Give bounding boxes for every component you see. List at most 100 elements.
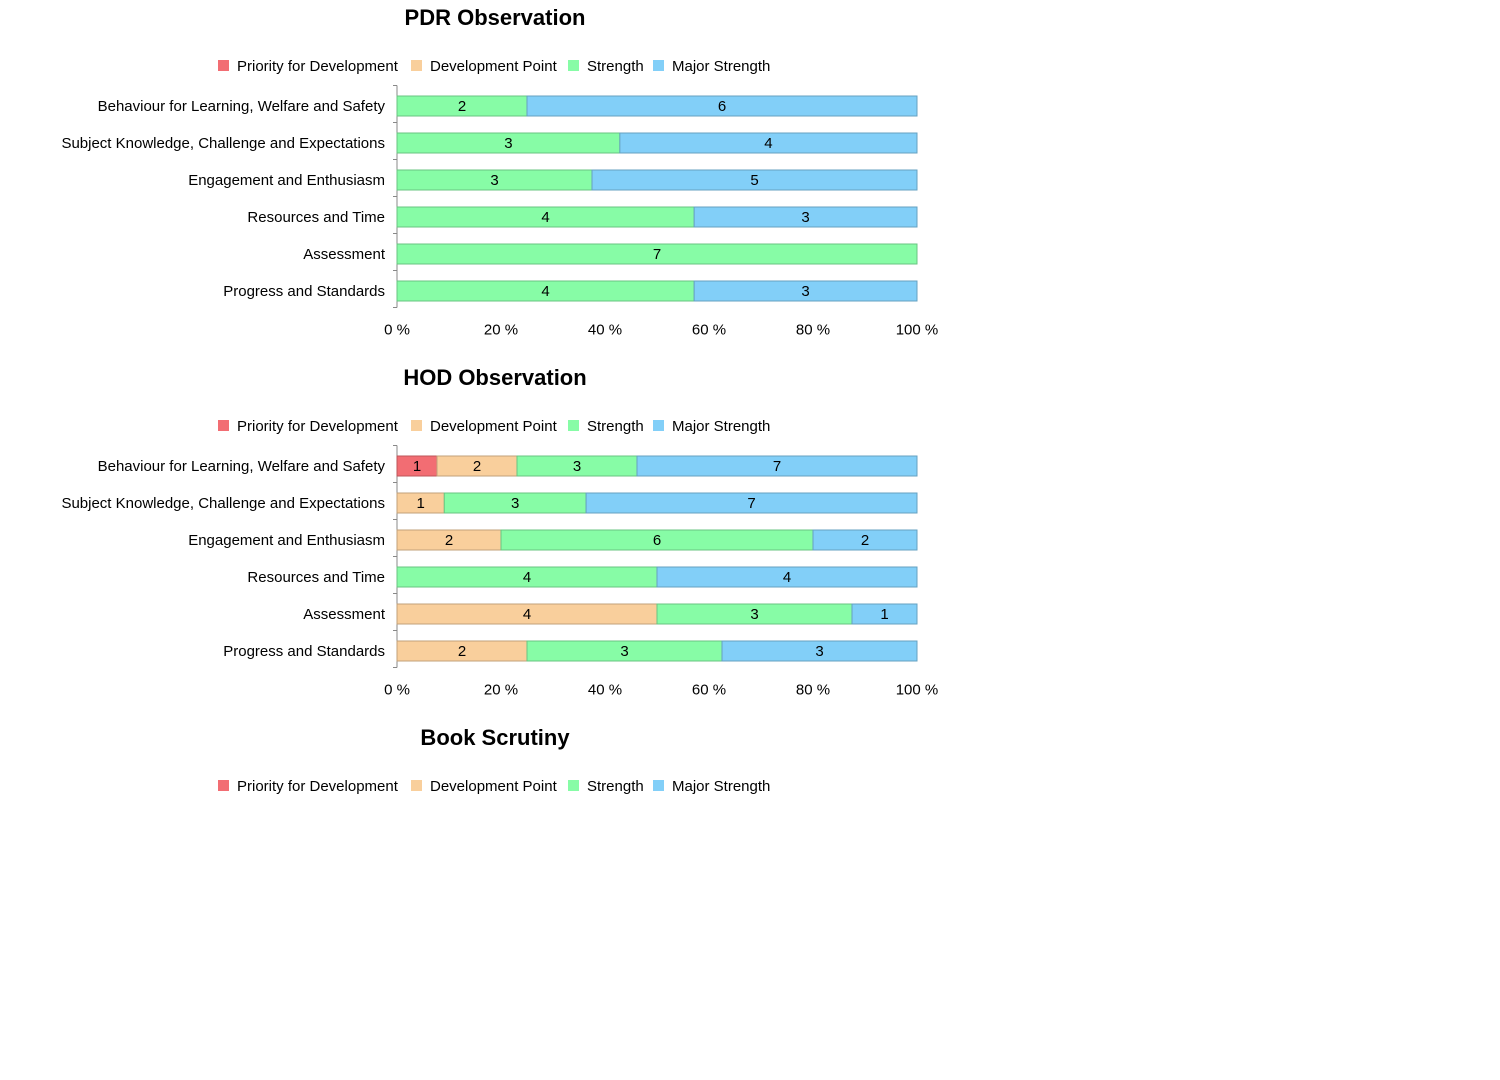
chart-title: Book Scrutiny (420, 725, 570, 750)
x-tick-label: 20 % (484, 322, 518, 339)
data-label: 4 (764, 135, 772, 152)
legend-label: Development Point (430, 58, 558, 75)
category-label: Assessment (303, 246, 386, 263)
chart-title: HOD Observation (403, 365, 587, 390)
chart-3: Book Scrutiny Priority for Development Dev… (0, 720, 1000, 1080)
category-label: Progress and Standards (223, 283, 385, 300)
x-tick-label: 0 % (384, 322, 410, 339)
legend-swatch (653, 780, 664, 791)
bar-segment[interactable] (693, 280, 918, 302)
data-label: 3 (801, 283, 809, 300)
bar-segment[interactable] (812, 529, 918, 551)
category-label: Assessment (303, 606, 386, 623)
bar-segment[interactable] (591, 169, 918, 191)
legend-item[interactable]: Major Strength (653, 778, 770, 795)
legend-label: Priority for Development (237, 58, 399, 75)
category-label: Behaviour for Learning, Welfare and Safe… (98, 458, 386, 475)
legend-label: Development Point (430, 778, 558, 795)
data-label: 7 (747, 495, 755, 512)
legend-label: Major Strength (672, 58, 770, 75)
x-tick-label: 100 % (896, 322, 939, 339)
data-label: 3 (573, 458, 581, 475)
bar-segment[interactable] (851, 603, 918, 625)
legend: Priority for Development Development Poin… (218, 778, 770, 795)
data-label: 7 (653, 246, 661, 263)
data-label: 1 (413, 458, 421, 475)
category-label: Engagement and Enthusiasm (188, 172, 385, 189)
data-label: 3 (490, 172, 498, 189)
x-tick-label: 40 % (588, 682, 622, 699)
data-label: 3 (511, 495, 519, 512)
legend-label: Strength (587, 778, 644, 795)
x-tick-label: 80 % (796, 682, 830, 699)
x-tick-label: 100 % (896, 682, 939, 699)
category-label: Progress and Standards (223, 643, 385, 660)
data-label: 6 (653, 532, 661, 549)
data-label: 3 (504, 135, 512, 152)
data-label: 1 (880, 606, 888, 623)
legend-swatch (568, 420, 579, 431)
x-tick-label: 60 % (692, 682, 726, 699)
legend-swatch (411, 60, 422, 71)
data-label: 2 (473, 458, 481, 475)
legend-item[interactable]: Priority for Development (218, 418, 399, 435)
legend-item[interactable]: Development Point (411, 418, 558, 435)
legend-label: Major Strength (672, 418, 770, 435)
legend-item[interactable]: Priority for Development (218, 58, 399, 75)
bar-segment[interactable] (636, 455, 918, 477)
legend-swatch (653, 420, 664, 431)
chart-title: PDR Observation (404, 5, 586, 30)
data-label: 3 (750, 606, 758, 623)
bar-segment[interactable] (619, 132, 918, 154)
legend-item[interactable]: Strength (568, 418, 644, 435)
chart-svg: Priority for Development Development Poin… (61, 58, 939, 339)
category-label: Behaviour for Learning, Welfare and Safe… (98, 98, 386, 115)
x-tick-label: 0 % (384, 682, 410, 699)
legend-item[interactable]: Priority for Development (218, 778, 399, 795)
legend: Priority for Development Development Poin… (218, 418, 770, 435)
data-label: 6 (718, 98, 726, 115)
bar-segment[interactable] (585, 492, 918, 514)
data-label: 1 (416, 495, 424, 512)
data-label: 5 (750, 172, 758, 189)
chart-2: HOD Observation Priority for Development D… (0, 360, 1000, 720)
bar-segment[interactable] (656, 566, 918, 588)
legend-swatch (218, 420, 229, 431)
data-label: 4 (523, 606, 531, 623)
legend-swatch (218, 60, 229, 71)
chart-svg: Priority for Development Development Poin… (61, 418, 939, 699)
category-label: Resources and Time (247, 209, 385, 226)
legend-item[interactable]: Strength (568, 58, 644, 75)
legend-label: Development Point (430, 418, 558, 435)
legend-label: Strength (587, 58, 644, 75)
legend-swatch (653, 60, 664, 71)
legend-item[interactable]: Major Strength (653, 418, 770, 435)
chart-1: PDR Observation Priority for Development D… (0, 0, 1000, 360)
legend-item[interactable]: Development Point (411, 58, 558, 75)
legend-label: Strength (587, 418, 644, 435)
data-label: 2 (861, 532, 869, 549)
data-label: 4 (523, 569, 531, 586)
legend-item[interactable]: Development Point (411, 778, 558, 795)
legend: Priority for Development Development Poin… (218, 58, 770, 75)
category-label: Subject Knowledge, Challenge and Expecta… (61, 495, 385, 512)
bar-segment[interactable] (693, 206, 918, 228)
data-label: 7 (773, 458, 781, 475)
legend-swatch (568, 780, 579, 791)
legend-swatch (411, 420, 422, 431)
bar-segment[interactable] (396, 243, 918, 265)
chart-svg: Priority for Development Development Poin… (218, 778, 770, 795)
legend-item[interactable]: Strength (568, 778, 644, 795)
bar-segment[interactable] (721, 640, 918, 662)
legend-label: Priority for Development (237, 418, 399, 435)
data-label: 3 (815, 643, 823, 660)
legend-label: Priority for Development (237, 778, 399, 795)
category-label: Engagement and Enthusiasm (188, 532, 385, 549)
data-label: 2 (445, 532, 453, 549)
x-tick-label: 80 % (796, 322, 830, 339)
data-label: 4 (783, 569, 791, 586)
data-label: 4 (541, 209, 549, 226)
bar-segment[interactable] (526, 95, 918, 117)
legend-item[interactable]: Major Strength (653, 58, 770, 75)
legend-swatch (411, 780, 422, 791)
